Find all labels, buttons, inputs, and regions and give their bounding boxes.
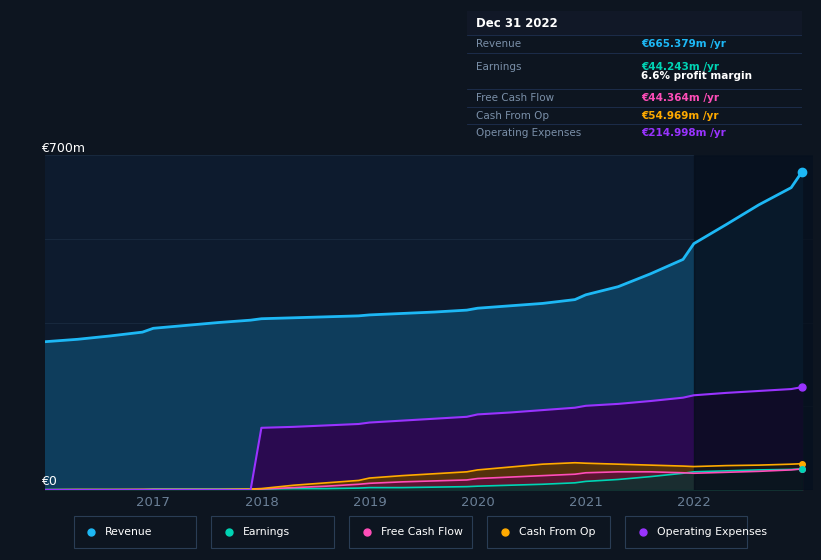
Text: Cash From Op: Cash From Op [519,527,595,537]
Text: €44.364m /yr: €44.364m /yr [641,93,719,102]
Text: Free Cash Flow: Free Cash Flow [475,93,553,102]
Text: €44.243m /yr: €44.243m /yr [641,62,719,72]
Text: Operating Expenses: Operating Expenses [657,527,767,537]
Text: €700m: €700m [41,142,85,155]
Text: Cash From Op: Cash From Op [475,110,548,120]
Text: Revenue: Revenue [105,527,153,537]
Text: Revenue: Revenue [475,39,521,49]
Text: Earnings: Earnings [475,62,521,72]
Text: Operating Expenses: Operating Expenses [475,128,580,138]
Bar [694,155,821,490]
Bar [467,11,802,35]
Text: 6.6% profit margin: 6.6% profit margin [641,71,752,81]
Text: €54.969m /yr: €54.969m /yr [641,110,719,120]
Text: Dec 31 2022: Dec 31 2022 [475,17,557,30]
Text: Free Cash Flow: Free Cash Flow [381,527,463,537]
Text: €665.379m /yr: €665.379m /yr [641,39,727,49]
Text: €0: €0 [41,475,57,488]
Text: €214.998m /yr: €214.998m /yr [641,128,726,138]
Text: Earnings: Earnings [243,527,290,537]
